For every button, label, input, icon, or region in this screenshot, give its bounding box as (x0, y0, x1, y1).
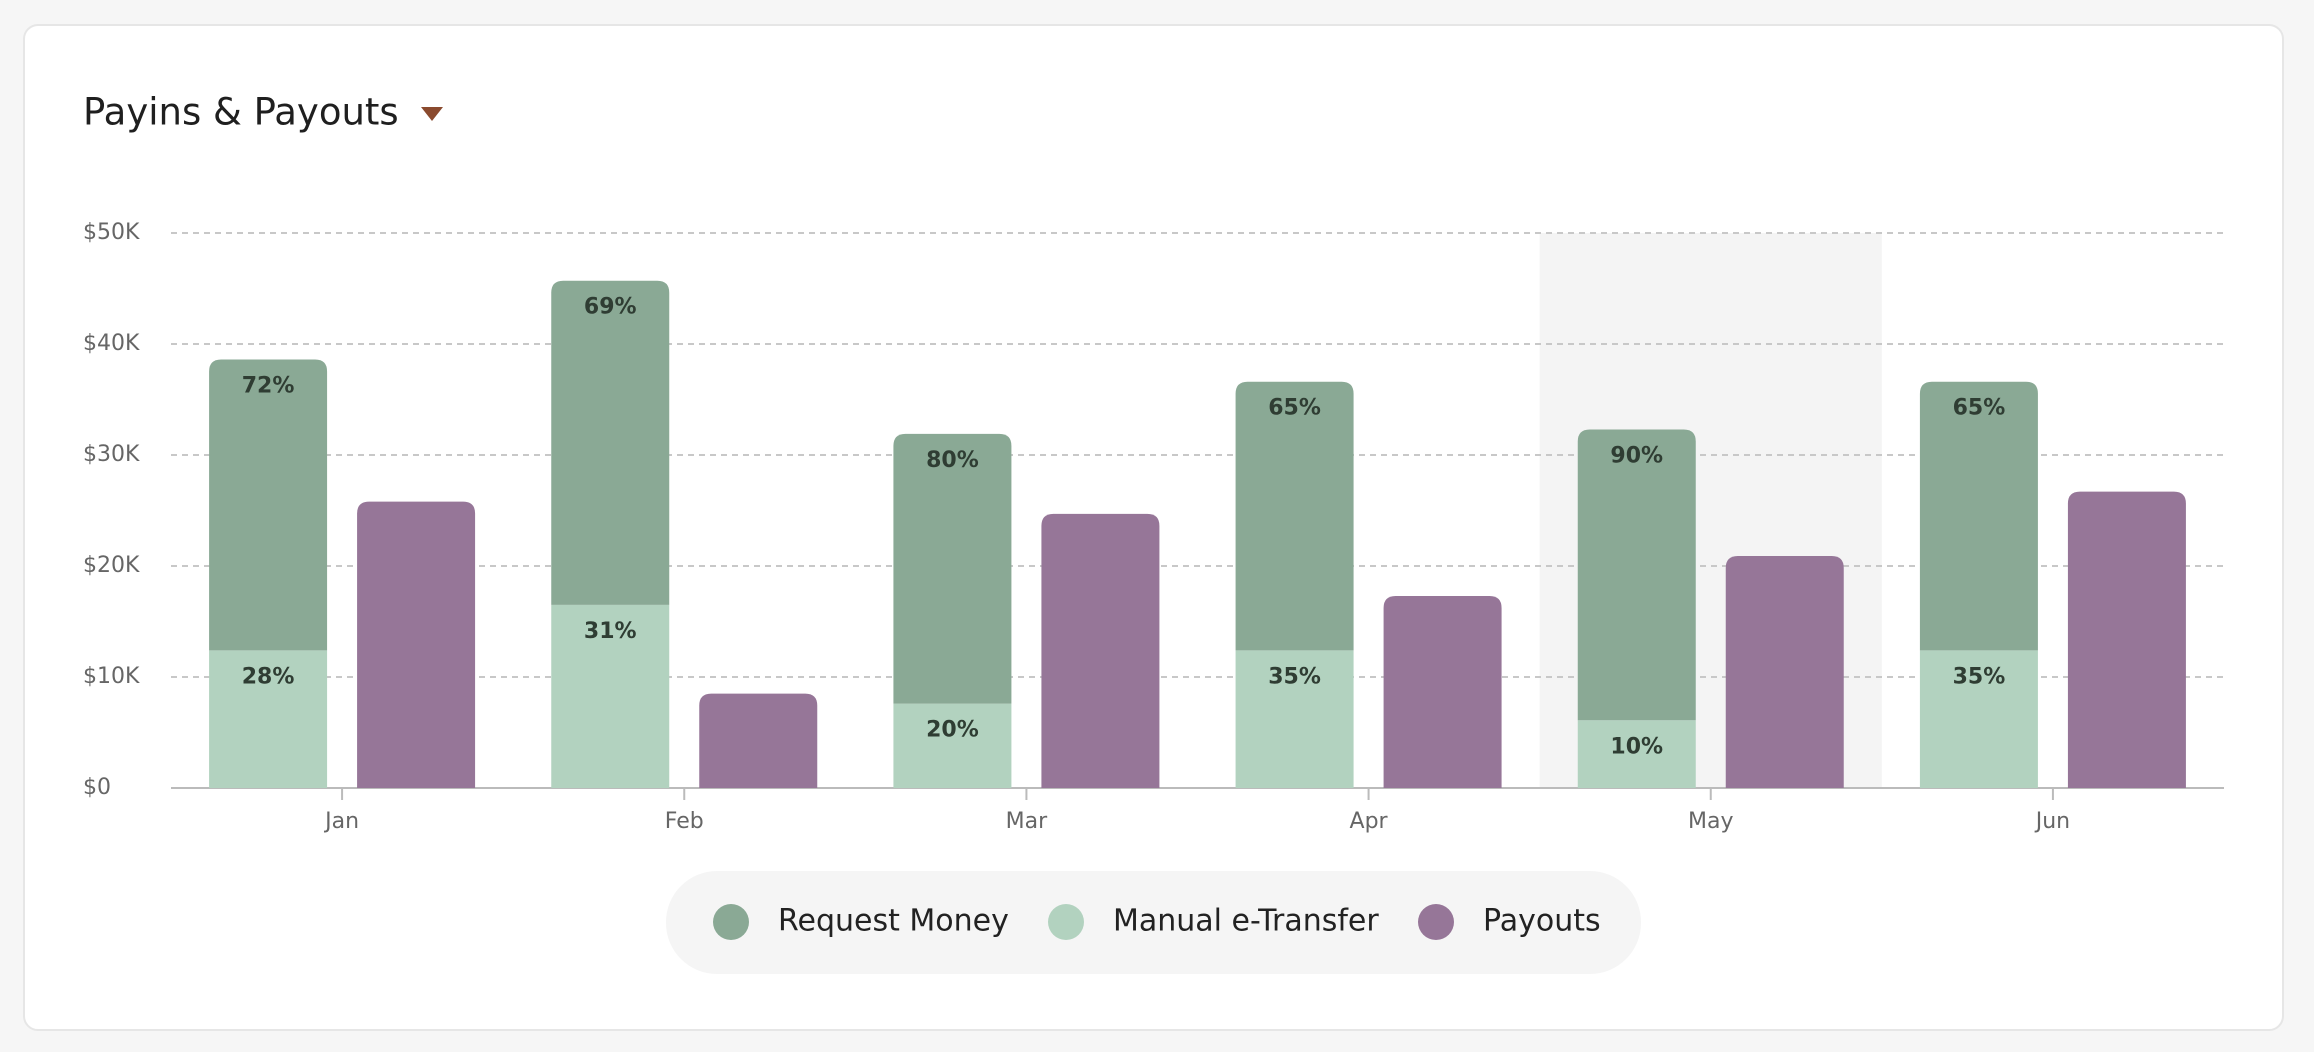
data-label: 90% (1610, 443, 1663, 468)
bar (1919, 650, 2038, 788)
y-tick-label: $40K (83, 331, 140, 356)
data-label: 35% (1268, 664, 1321, 689)
bar (1383, 595, 1502, 788)
data-label: 65% (1953, 396, 2006, 421)
bar (1041, 513, 1160, 788)
bar (551, 604, 670, 788)
bar (893, 703, 1012, 788)
y-tick-label: $30K (83, 442, 140, 467)
bar (893, 433, 1012, 704)
bar (699, 693, 818, 788)
legend (666, 871, 1641, 974)
legend-label: Request Money (778, 904, 1009, 939)
data-label: 20% (926, 718, 979, 743)
legend-swatch (713, 904, 749, 940)
data-label: 69% (584, 295, 637, 320)
bar (551, 280, 670, 605)
x-tick-label: Apr (1350, 809, 1389, 834)
legend-label: Payouts (1483, 904, 1601, 939)
y-tick-label: $20K (83, 553, 140, 578)
legend-swatch (1418, 904, 1454, 940)
x-tick-label: Mar (1006, 809, 1048, 834)
data-label: 72% (242, 374, 295, 399)
bar (209, 359, 328, 651)
data-label: 35% (1953, 664, 2006, 689)
chart-title: Payins & Payouts (83, 91, 399, 134)
x-tick-label: Jan (323, 809, 359, 834)
bar (1235, 381, 1354, 651)
bar (1725, 556, 1844, 788)
bar (209, 650, 328, 788)
y-tick-label: $10K (83, 664, 140, 689)
y-tick-label: $0 (83, 775, 111, 800)
data-label: 10% (1610, 734, 1663, 759)
bar (1235, 650, 1354, 788)
data-label: 28% (242, 664, 295, 689)
x-tick-label: May (1688, 809, 1733, 834)
dropdown-toggle[interactable] (421, 107, 443, 121)
bar (1577, 429, 1696, 721)
legend-swatch (1048, 904, 1084, 940)
data-label: 80% (926, 448, 979, 473)
y-tick-label: $50K (83, 220, 140, 245)
bar (1919, 381, 2038, 651)
data-label: 65% (1268, 396, 1321, 421)
legend-label: Manual e-Transfer (1113, 904, 1379, 939)
bar (1577, 720, 1696, 788)
bar (357, 501, 476, 788)
x-tick-label: Jun (2034, 809, 2070, 834)
bar (2067, 491, 2186, 788)
data-label: 31% (584, 619, 637, 644)
x-tick-label: Feb (665, 809, 704, 834)
